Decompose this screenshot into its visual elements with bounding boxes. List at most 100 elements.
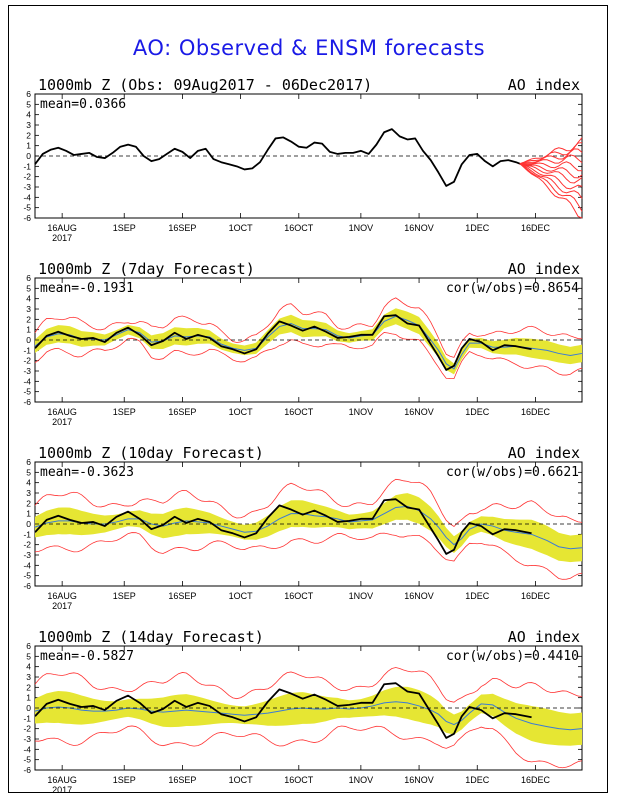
forecast-member-line (519, 163, 583, 212)
x-tick-label: 1DEC (465, 775, 490, 785)
y-tick-label: -5 (23, 203, 31, 213)
x-tick-label: 1DEC (465, 591, 490, 601)
x-tick-label: 16OCT (284, 223, 314, 233)
chart-panel-2: 1000mb Z (7day Forecast) AO index -6-5-4-3… (23, 260, 583, 427)
observed-ao-line (34, 498, 532, 555)
x-tick-label: 16SEP (168, 223, 196, 233)
y-tick-label: -1 (23, 161, 31, 171)
y-tick-label: 4 (26, 294, 31, 304)
x-tick-label: 16AUG (47, 223, 77, 233)
x-tick-label: 16OCT (284, 591, 314, 601)
y-tick-label: 6 (26, 641, 31, 651)
y-tick-label: 6 (26, 457, 31, 467)
x-tick-label: 16NOV (404, 223, 434, 233)
x-tick-label: 1OCT (229, 591, 254, 601)
y-tick-label: -5 (23, 387, 31, 397)
x-tick-label: 1OCT (229, 223, 254, 233)
y-tick-label: -1 (23, 529, 31, 539)
mean-label: mean=-0.1931 (40, 281, 134, 296)
y-tick-label: -2 (23, 172, 31, 182)
x-tick-label: 16OCT (284, 407, 314, 417)
y-tick-label: -5 (23, 755, 31, 765)
x-tick-label: 16DEC (521, 223, 551, 233)
ensemble-spread-band (35, 308, 582, 375)
x-tick-label: 1SEP (113, 223, 136, 233)
y-tick-label: 1 (26, 325, 31, 335)
index-label: AO index (508, 444, 580, 462)
y-tick-label: -4 (23, 744, 31, 754)
y-tick-label: -3 (23, 182, 31, 192)
y-tick-label: -3 (23, 366, 31, 376)
y-tick-label: 5 (26, 651, 31, 661)
y-tick-label: -3 (23, 734, 31, 744)
y-tick-label: -1 (23, 713, 31, 723)
ensemble-mean-line (34, 505, 583, 550)
x-tick-label: 16NOV (404, 591, 434, 601)
y-tick-label: -2 (23, 540, 31, 550)
correlation-label: cor(w/obs)=0.4410 (446, 649, 579, 664)
figure-title: AO: Observed & ENSM forecasts (132, 36, 486, 60)
chart-panel-4: 1000mb Z (14day Forecast) AO index-6-5-4-… (23, 628, 583, 795)
y-tick-label: 1 (26, 693, 31, 703)
y-tick-label: 2 (26, 498, 31, 508)
y-tick-label: 4 (26, 110, 31, 120)
member-upper-bound (34, 667, 583, 703)
y-tick-label: 2 (26, 314, 31, 324)
x-tick-label: 16AUG (47, 775, 77, 785)
x-tick-label: 1NOV (349, 775, 374, 785)
panel-title: 1000mb Z (10day Forecast) (38, 444, 264, 462)
forecast-member-line (519, 163, 583, 199)
chart-panel-3: 1000mb Z (10day Forecast) AO index-6-5-4-… (23, 444, 583, 611)
y-tick-label: 4 (26, 662, 31, 672)
member-upper-bound (34, 297, 583, 358)
y-tick-label: -3 (23, 550, 31, 560)
x-tick-label: 16SEP (168, 591, 196, 601)
x-tick-year: 2017 (52, 785, 72, 795)
index-label: AO index (508, 76, 580, 94)
x-tick-label: 16DEC (521, 591, 551, 601)
mean-label: mean=0.0366 (40, 97, 126, 112)
x-tick-label: 16NOV (404, 407, 434, 417)
x-tick-label: 1DEC (465, 407, 490, 417)
x-tick-label: 16DEC (521, 775, 551, 785)
y-tick-label: 4 (26, 478, 31, 488)
y-tick-label: 5 (26, 467, 31, 477)
forecast-member-line (519, 163, 583, 184)
y-tick-label: 3 (26, 304, 31, 314)
index-label: AO index (508, 628, 580, 646)
x-tick-label: 1SEP (113, 407, 136, 417)
x-tick-year: 2017 (52, 417, 72, 427)
y-tick-label: 5 (26, 283, 31, 293)
x-tick-year: 2017 (52, 601, 72, 611)
x-tick-label: 16AUG (47, 407, 77, 417)
y-tick-label: -6 (23, 397, 31, 407)
correlation-label: cor(w/obs)=0.8654 (446, 281, 579, 296)
x-tick-label: 1SEP (113, 775, 136, 785)
mean-label: mean=-0.5827 (40, 649, 134, 664)
y-tick-label: 3 (26, 672, 31, 682)
y-tick-label: 2 (26, 130, 31, 140)
y-tick-label: 0 (26, 335, 31, 345)
x-tick-label: 1OCT (229, 407, 254, 417)
forecast-member-line (519, 154, 583, 165)
x-tick-year: 2017 (52, 233, 72, 243)
index-label: AO index (508, 260, 580, 278)
y-tick-label: -1 (23, 345, 31, 355)
forecast-member-line (519, 163, 583, 179)
forecast-member-line (519, 161, 583, 172)
panel-title: 1000mb Z (7day Forecast) (38, 260, 255, 278)
y-tick-label: 1 (26, 509, 31, 519)
x-tick-label: 16DEC (521, 407, 551, 417)
x-tick-label: 16AUG (47, 591, 77, 601)
y-tick-label: 5 (26, 99, 31, 109)
forecast-member-line (519, 142, 583, 165)
observed-ao-line (34, 128, 532, 187)
y-tick-label: 6 (26, 273, 31, 283)
x-tick-label: 16SEP (168, 775, 196, 785)
forecast-member-line (519, 163, 583, 190)
y-tick-label: -6 (23, 765, 31, 775)
y-tick-label: -4 (23, 376, 31, 386)
y-tick-label: 0 (26, 519, 31, 529)
forecast-member-line (519, 148, 583, 165)
y-tick-label: 2 (26, 682, 31, 692)
